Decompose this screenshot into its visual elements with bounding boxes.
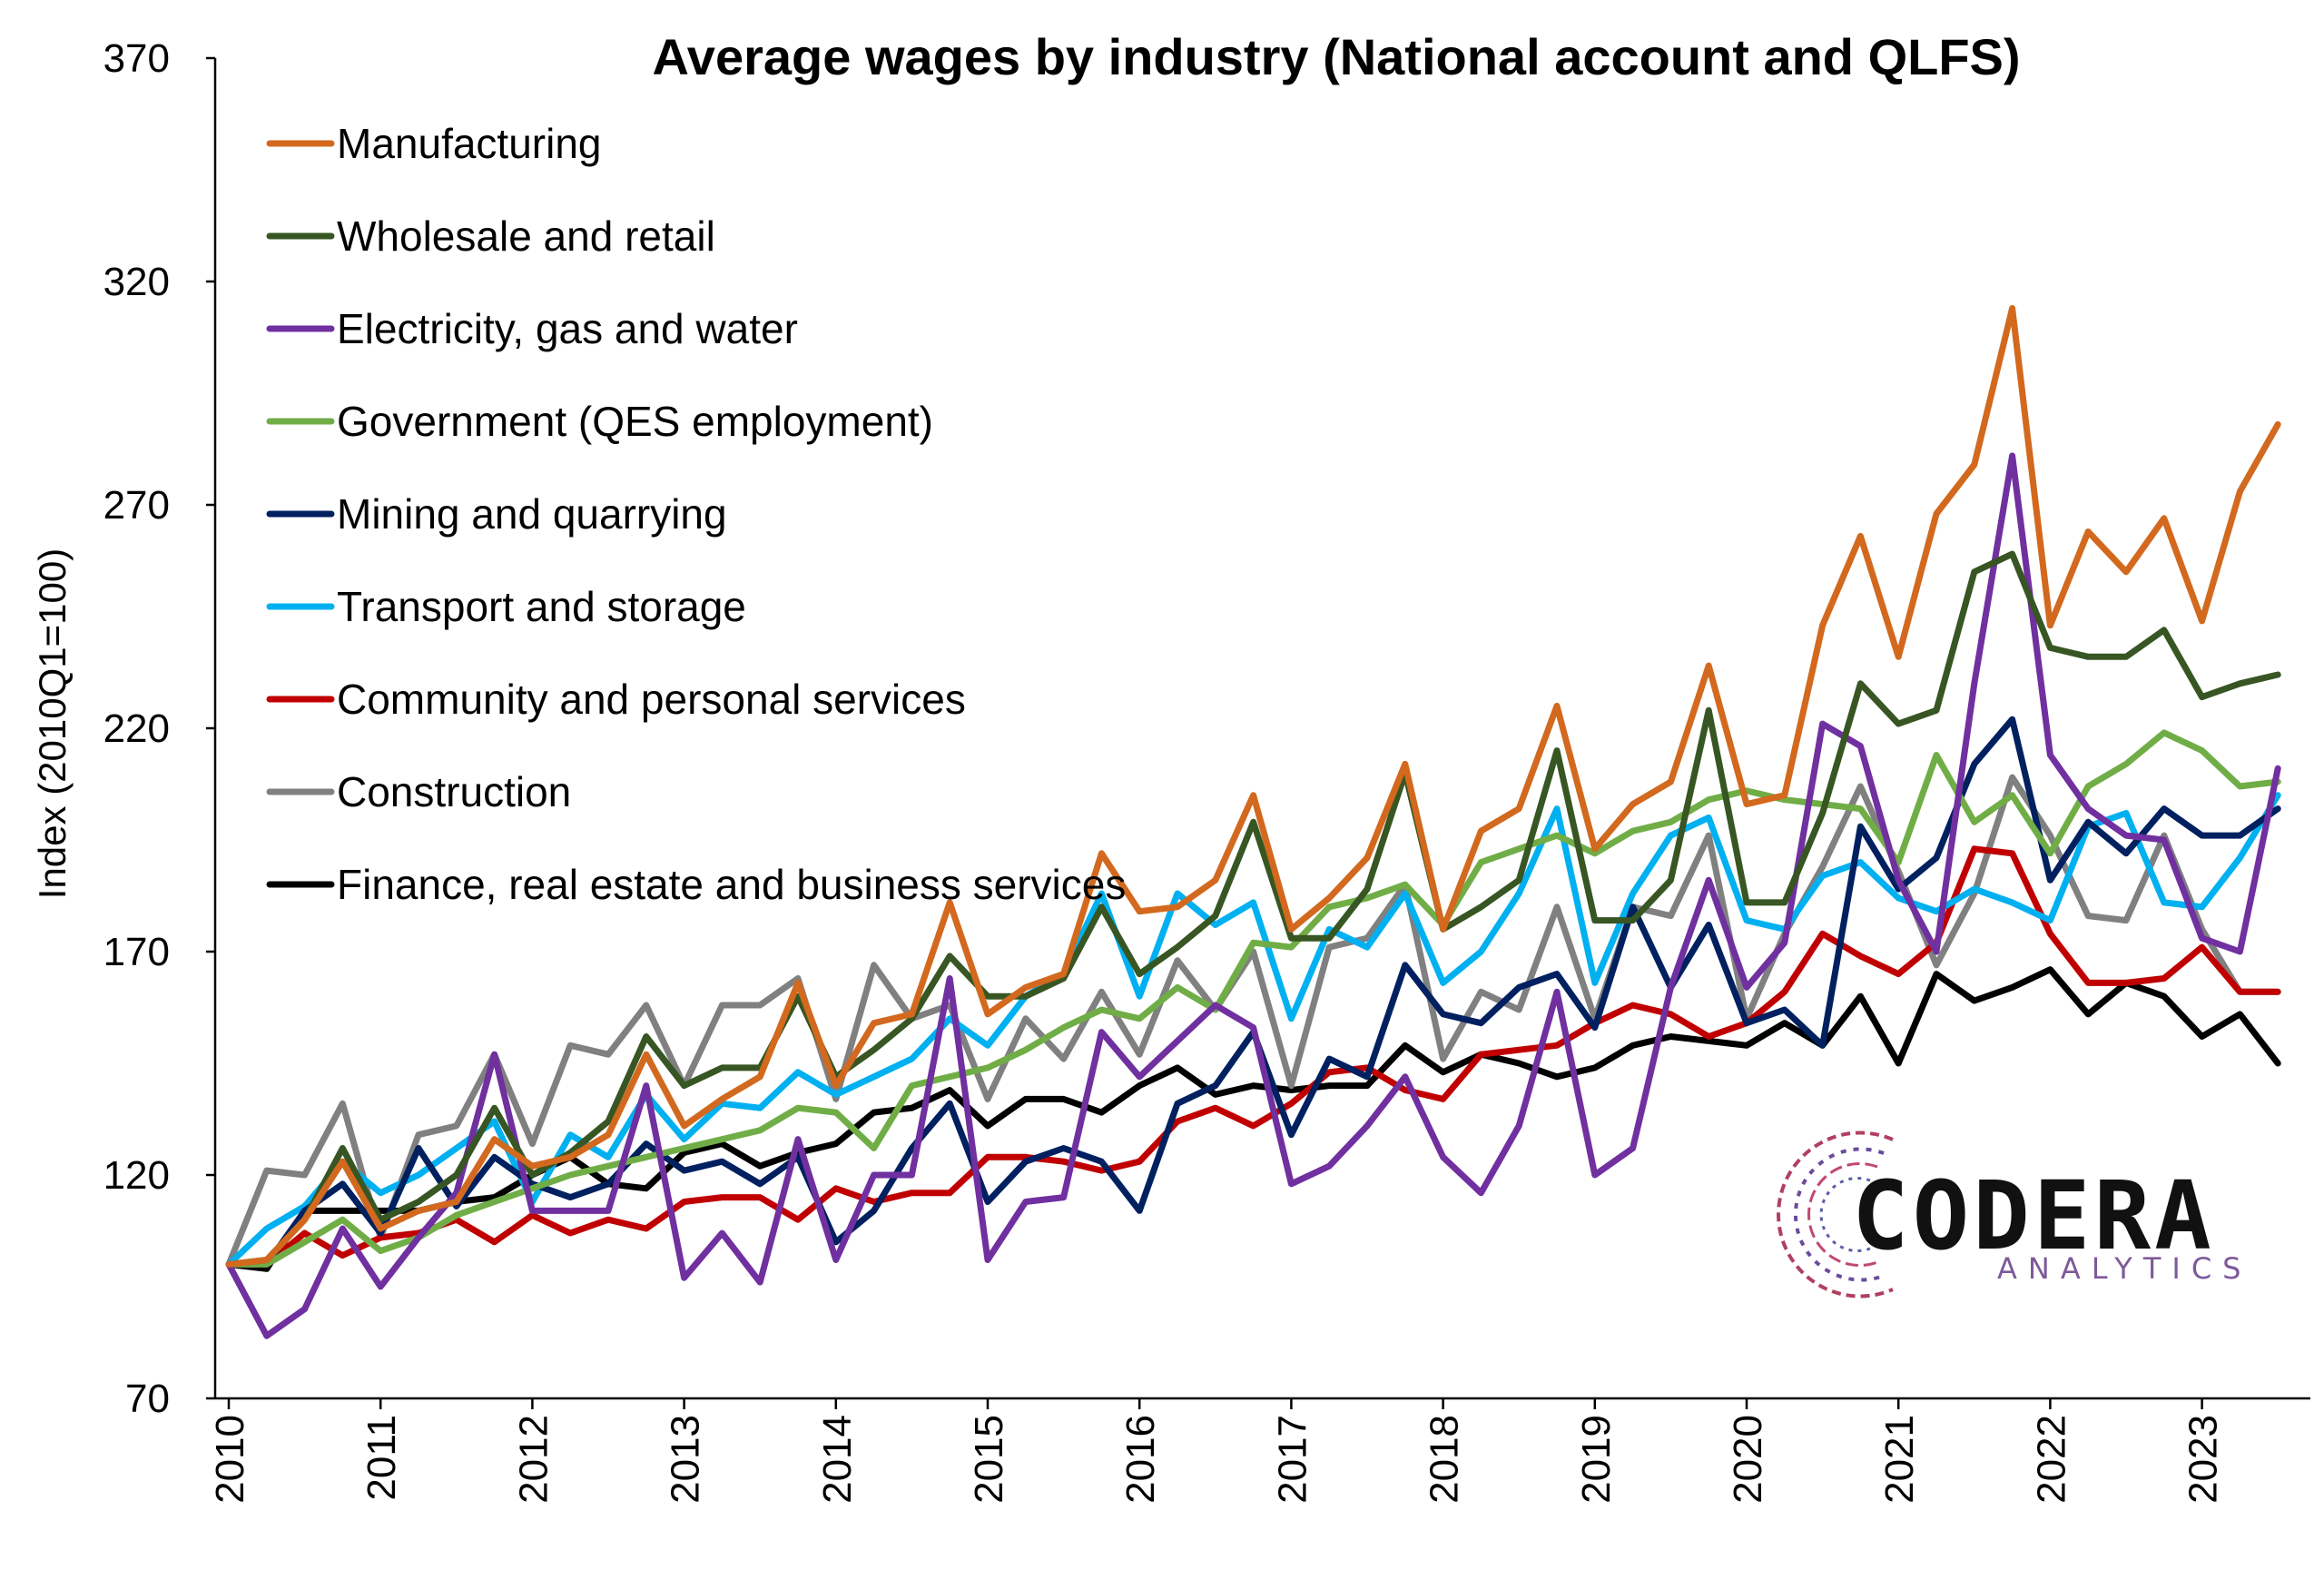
- y-tick-label: 170: [103, 930, 170, 974]
- x-tick-label: 2018: [1423, 1415, 1467, 1504]
- x-tick-label: 2013: [664, 1415, 708, 1504]
- legend: Manufacturing Wholesale and retail Electri…: [266, 120, 1126, 908]
- logo-mark-icon: [1777, 1131, 1894, 1298]
- y-axis-label: Index (2010Q1=100): [31, 548, 74, 899]
- legend-label-finance-real-estate-and-business-services: Finance, real estate and business servic…: [337, 861, 1126, 908]
- x-tick-label: 2017: [1270, 1415, 1315, 1504]
- y-tick-label: 370: [103, 36, 170, 81]
- x-tick-label: 2022: [2029, 1415, 2073, 1504]
- y-tick-label: 70: [125, 1377, 170, 1421]
- legend-label-transport-and-storage: Transport and storage: [337, 583, 746, 630]
- series-line-wholesale-and-retail: [225, 550, 2281, 1268]
- y-tick-label: 270: [103, 483, 170, 528]
- legend-label-government-qes-employment: Government (QES employment): [337, 398, 933, 445]
- x-tick-label: 2021: [1877, 1415, 1922, 1504]
- series-line-transport-and-storage: [225, 792, 2281, 1268]
- x-tick-label: 2019: [1574, 1415, 1619, 1504]
- x-tick-label: 2020: [1726, 1415, 1770, 1504]
- series-line-construction: [225, 774, 2281, 1268]
- legend-label-manufacturing: Manufacturing: [337, 120, 602, 167]
- series-group: [225, 305, 2281, 1339]
- series-line-manufacturing: [225, 305, 2281, 1268]
- x-tick-label: 2015: [967, 1415, 1011, 1504]
- legend-label-electricity-gas-and-water: Electricity, gas and water: [337, 305, 798, 352]
- series-line-government-qes-employment: [225, 729, 2281, 1268]
- x-tick-label: 2014: [815, 1415, 860, 1504]
- legend-label-wholesale-and-retail: Wholesale and retail: [337, 212, 715, 260]
- y-tick-label: 220: [103, 706, 170, 751]
- codera-logo: CODERA ANALYTICS: [1777, 1131, 2251, 1298]
- legend-label-community-and-personal-services: Community and personal services: [337, 676, 966, 723]
- chart-title: Average wages by industry (National acco…: [652, 28, 2020, 85]
- logo-wordmark: CODERA: [1852, 1160, 2215, 1271]
- y-tick-label: 320: [103, 260, 170, 304]
- x-tick-label: 2012: [511, 1415, 556, 1504]
- y-tick-label: 120: [103, 1153, 170, 1198]
- logo-subtitle: ANALYTICS: [1997, 1251, 2251, 1286]
- x-tick-label: 2010: [208, 1415, 252, 1504]
- legend-label-mining-and-quarrying: Mining and quarrying: [337, 490, 727, 538]
- x-tick-label: 2023: [2181, 1415, 2226, 1504]
- x-tick-label: 2016: [1118, 1415, 1163, 1504]
- x-tick-label: 2011: [359, 1415, 404, 1501]
- series-line-electricity-gas-and-water: [225, 452, 2281, 1339]
- legend-label-construction: Construction: [337, 768, 571, 815]
